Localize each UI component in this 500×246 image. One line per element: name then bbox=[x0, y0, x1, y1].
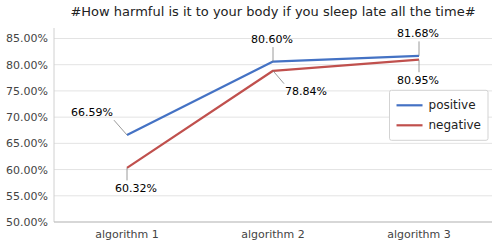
data-labels: 66.59% 80.60% 81.68% 60.32% 78.84% 80.95% bbox=[71, 27, 439, 195]
y-tick-label: 55.00% bbox=[6, 190, 48, 203]
data-label: 66.59% bbox=[71, 106, 113, 119]
x-axis-line bbox=[54, 222, 492, 223]
line bbox=[127, 60, 419, 168]
leader-line bbox=[273, 47, 274, 62]
grid bbox=[54, 38, 492, 222]
x-tick-label: algorithm 2 bbox=[241, 228, 305, 241]
legend-swatch bbox=[397, 104, 423, 106]
y-axis-line bbox=[54, 28, 55, 222]
leader-line bbox=[419, 41, 420, 56]
data-label: 80.95% bbox=[397, 74, 439, 87]
grid-line bbox=[54, 222, 492, 223]
data-label: 60.32% bbox=[115, 182, 157, 195]
data-label: 78.84% bbox=[285, 85, 327, 98]
leader-line bbox=[114, 120, 127, 135]
grid-line bbox=[54, 64, 492, 65]
y-tick-label: 75.00% bbox=[6, 85, 48, 98]
grid-line bbox=[54, 143, 492, 144]
data-label: 80.60% bbox=[251, 33, 293, 46]
chart: #How harmful is it to your body if you s… bbox=[0, 0, 500, 246]
y-tick-label: 85.00% bbox=[6, 32, 48, 45]
x-tick-label: algorithm 3 bbox=[387, 228, 451, 241]
grid-line bbox=[54, 169, 492, 170]
y-tick-label: 65.00% bbox=[6, 137, 48, 150]
leader-line bbox=[273, 71, 284, 84]
x-tick-label: algorithm 1 bbox=[95, 228, 159, 241]
data-label: 81.68% bbox=[397, 27, 439, 40]
legend-label: positive bbox=[429, 98, 476, 112]
y-tick-label: 60.00% bbox=[6, 164, 48, 177]
y-tick-label: 70.00% bbox=[6, 111, 48, 124]
y-tick-label: 80.00% bbox=[6, 59, 48, 72]
legend-box bbox=[390, 90, 488, 140]
leader-line bbox=[127, 168, 128, 181]
plot-area bbox=[127, 56, 419, 168]
grid-line bbox=[54, 195, 492, 196]
legend: positive negative bbox=[390, 90, 488, 140]
title: #How harmful is it to your body if you s… bbox=[70, 4, 475, 19]
leader-line bbox=[419, 60, 420, 72]
legend-label: negative bbox=[429, 118, 481, 132]
legend-swatch bbox=[397, 124, 423, 126]
y-tick-label: 50.00% bbox=[6, 216, 48, 229]
line bbox=[127, 56, 419, 135]
